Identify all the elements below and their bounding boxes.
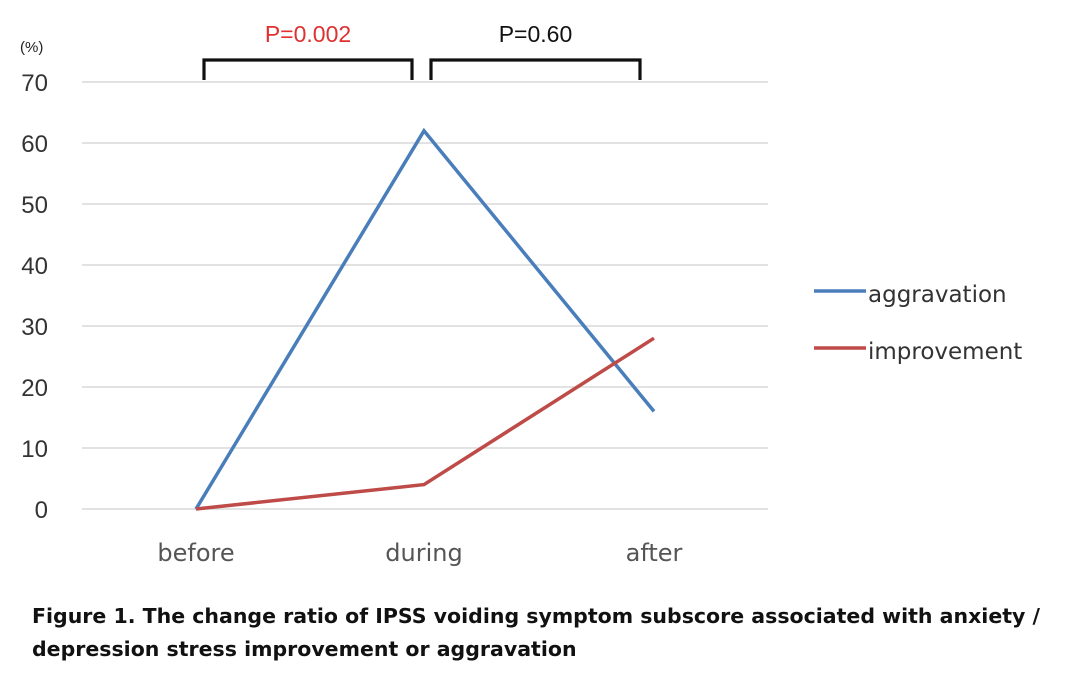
y-axis-ticks: 0 10 20 30 40 50 60 70 (%)	[20, 39, 48, 524]
p-value-brackets: P=0.002 P=0.60	[202, 21, 642, 80]
y-tick-label: 60	[21, 131, 48, 158]
y-tick-label: 70	[21, 70, 48, 97]
p-value-label: P=0.60	[499, 21, 573, 47]
series-line-improvement	[195, 336, 655, 511]
y-tick-label: 40	[21, 253, 48, 280]
caption-line-1: Figure 1. The change ratio of IPSS voidi…	[32, 604, 1041, 628]
x-category-label: after	[626, 539, 683, 567]
caption-line-2: depression stress improvement or aggrava…	[32, 637, 577, 661]
legend-label: aggravation	[868, 282, 1007, 308]
p-value-label: P=0.002	[265, 21, 351, 47]
gridlines	[82, 81, 768, 510]
x-axis-categories: before during after	[157, 539, 682, 567]
y-tick-label: 50	[21, 192, 48, 219]
legend: aggravation improvement	[814, 282, 1022, 365]
y-tick-label: 10	[21, 436, 48, 463]
y-tick-label: 0	[35, 497, 48, 524]
series-lines	[194, 127, 656, 511]
line-chart: 0 10 20 30 40 50 60 70 (%) before during after P=0…	[20, 21, 1022, 567]
y-tick-label: 20	[21, 375, 48, 402]
y-axis-unit-label: (%)	[20, 39, 43, 56]
p-value-bracket	[429, 58, 642, 80]
x-category-label: during	[385, 539, 462, 567]
x-category-label: before	[157, 539, 234, 567]
p-value-bracket	[202, 58, 414, 80]
figure-caption: Figure 1. The change ratio of IPSS voidi…	[32, 600, 1062, 666]
series-line-aggravation	[194, 127, 656, 510]
y-tick-label: 30	[21, 314, 48, 341]
legend-label: improvement	[868, 339, 1022, 365]
